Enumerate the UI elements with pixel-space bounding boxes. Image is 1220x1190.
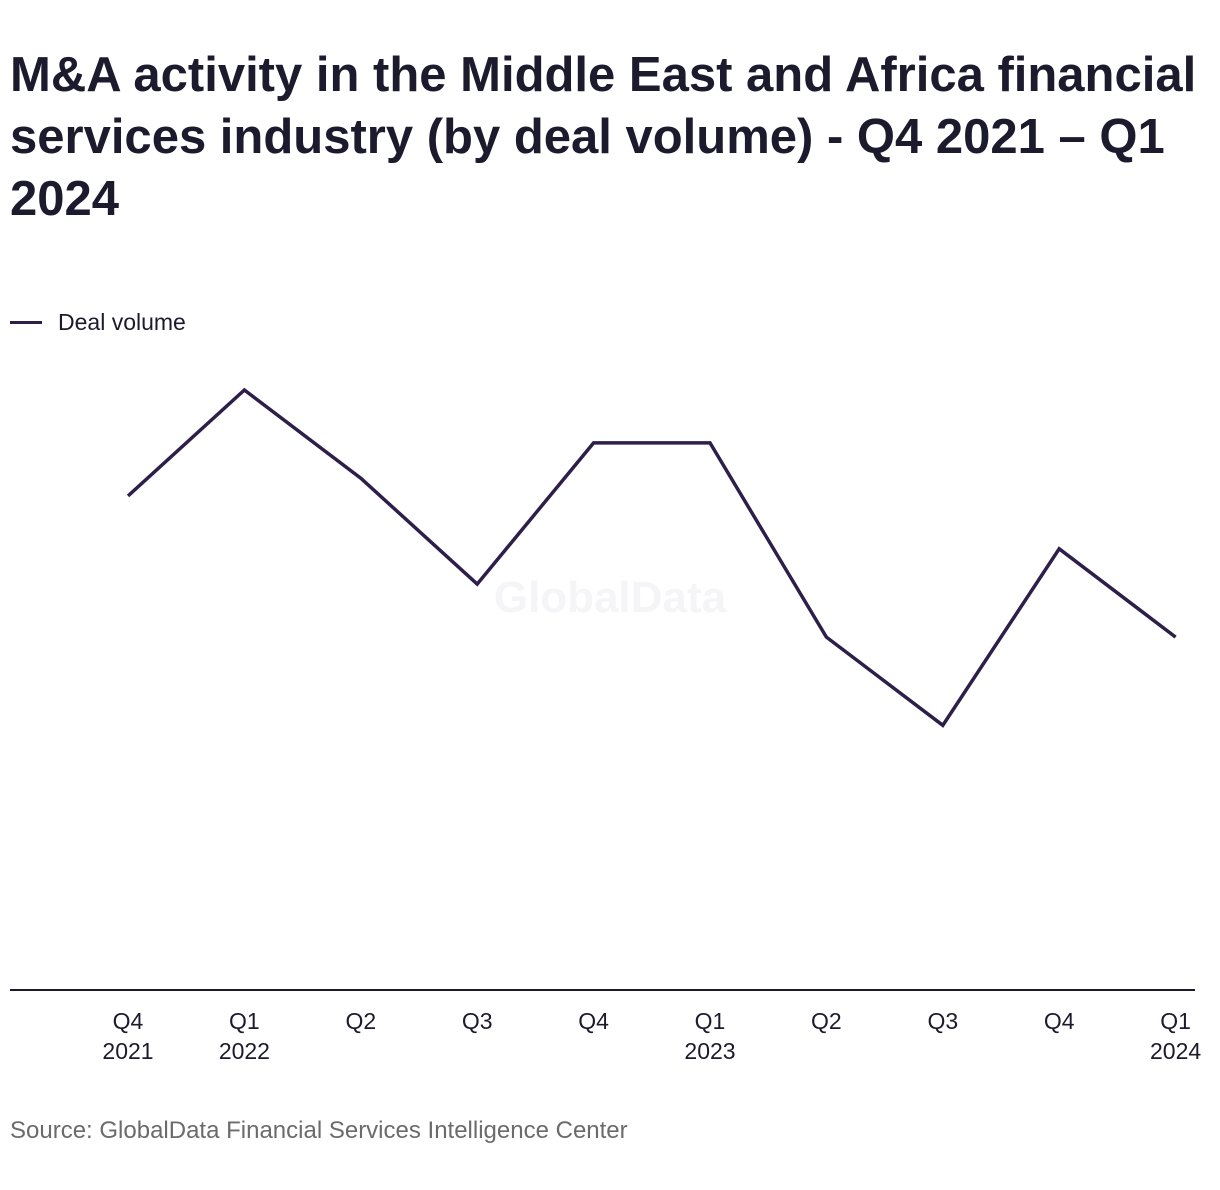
series-line: [126, 387, 1177, 728]
data-point[interactable]: [705, 438, 715, 448]
x-tick-year: 2022: [219, 1038, 270, 1064]
x-tick-year: 2023: [684, 1038, 735, 1064]
x-tick-label: Q4: [1044, 1008, 1075, 1034]
data-point[interactable]: [589, 438, 599, 448]
data-point[interactable]: [239, 385, 249, 395]
x-tick-quarter: Q3: [462, 1008, 493, 1034]
x-tick-label: Q4: [578, 1008, 609, 1034]
legend: Deal volume: [10, 307, 186, 337]
legend-swatch: [10, 320, 42, 324]
data-point[interactable]: [123, 491, 133, 501]
data-point[interactable]: [938, 720, 948, 730]
x-tick-label: Q2: [345, 1008, 376, 1034]
x-tick-year: 2024: [1150, 1038, 1201, 1064]
data-point[interactable]: [1171, 632, 1181, 642]
x-tick-label: Q1 2022: [219, 1008, 270, 1064]
series-group: [123, 385, 1181, 730]
x-tick-quarter: Q3: [927, 1008, 958, 1034]
x-tick-label: Q1 2024: [1150, 1008, 1201, 1064]
x-tick-label: Q3: [927, 1008, 958, 1034]
x-tick-quarter: Q2: [811, 1008, 842, 1034]
watermark: GlobalData: [494, 573, 727, 622]
x-tick-quarter: Q1: [695, 1008, 726, 1034]
x-tick-quarter: Q1: [229, 1008, 260, 1034]
x-tick-year: 2021: [102, 1038, 153, 1064]
x-tick-label: Q3: [462, 1008, 493, 1034]
x-tick-label: Q4 2021: [102, 1008, 153, 1064]
data-point[interactable]: [472, 579, 482, 589]
x-tick-quarter: Q1: [1160, 1008, 1191, 1034]
x-tick-quarter: Q4: [113, 1008, 144, 1034]
data-point[interactable]: [1054, 544, 1064, 554]
x-tick-quarter: Q4: [1044, 1008, 1075, 1034]
x-axis-ticks: Q4 2021 Q1 2022 Q2 Q3 Q4 Q1 2023 Q2 Q3 Q4 Q1 2024: [102, 1008, 1201, 1064]
x-tick-quarter: Q2: [345, 1008, 376, 1034]
x-tick-quarter: Q4: [578, 1008, 609, 1034]
source-note: Source: GlobalData Financial Services In…: [10, 1117, 628, 1144]
x-tick-label: Q2: [811, 1008, 842, 1034]
legend-label: Deal volume: [58, 308, 186, 335]
data-point[interactable]: [356, 473, 366, 483]
chart-title: M&A activity in the Middle East and Afri…: [10, 48, 1197, 226]
x-tick-label: Q1 2023: [684, 1008, 735, 1064]
data-point[interactable]: [821, 632, 831, 642]
